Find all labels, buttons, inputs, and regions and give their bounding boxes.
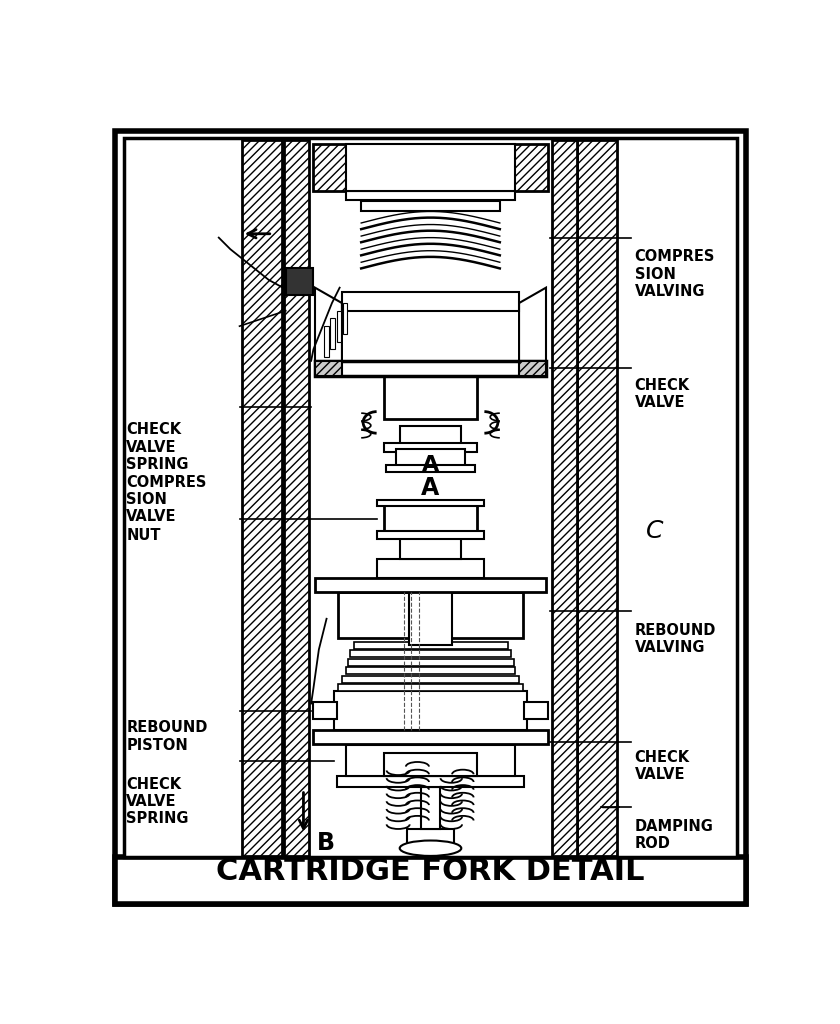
Text: DAMPING
ROD: DAMPING ROD xyxy=(634,819,713,851)
Bar xyxy=(407,829,454,848)
Polygon shape xyxy=(330,318,335,349)
Bar xyxy=(400,536,461,559)
Text: A: A xyxy=(422,476,439,501)
Polygon shape xyxy=(337,310,341,342)
Text: COMPRES
SION
VALVING: COMPRES SION VALVING xyxy=(634,249,715,299)
Bar xyxy=(385,376,477,419)
Bar xyxy=(385,443,477,453)
Bar xyxy=(242,140,282,856)
Bar xyxy=(354,642,507,649)
Bar xyxy=(286,268,312,295)
Bar xyxy=(376,500,485,506)
Bar xyxy=(376,559,485,578)
Bar xyxy=(313,730,548,743)
Polygon shape xyxy=(343,303,348,334)
Bar xyxy=(284,140,309,856)
Bar xyxy=(385,505,477,536)
Text: NUT: NUT xyxy=(126,528,160,543)
Text: CHECK
VALVE
SPRING
COMPRES
SION
VALVE: CHECK VALVE SPRING COMPRES SION VALVE xyxy=(126,423,207,524)
Bar xyxy=(313,144,549,190)
Bar xyxy=(519,360,546,376)
Bar xyxy=(376,531,485,539)
Bar xyxy=(315,578,546,592)
Text: CHECK
VALVE
SPRING: CHECK VALVE SPRING xyxy=(126,776,189,826)
Bar xyxy=(577,140,617,856)
Text: B: B xyxy=(318,830,335,854)
Bar xyxy=(346,745,515,776)
Bar xyxy=(409,585,452,645)
Bar xyxy=(346,144,515,190)
Text: CHECK
VALVE: CHECK VALVE xyxy=(634,378,690,411)
Bar xyxy=(337,776,524,786)
Text: C: C xyxy=(646,519,664,543)
Bar xyxy=(315,360,342,376)
Bar xyxy=(361,202,500,211)
Bar xyxy=(315,360,546,376)
Bar xyxy=(524,701,548,719)
Text: A: A xyxy=(422,455,439,475)
Bar xyxy=(339,684,523,691)
Bar xyxy=(400,426,461,450)
Polygon shape xyxy=(315,288,342,360)
Bar xyxy=(346,668,515,674)
Text: CARTRIDGE FORK DETAIL: CARTRIDGE FORK DETAIL xyxy=(216,857,645,886)
Bar xyxy=(348,658,514,666)
Bar xyxy=(552,140,577,856)
Text: REBOUND
PISTON: REBOUND PISTON xyxy=(126,721,207,753)
Polygon shape xyxy=(324,327,329,357)
Bar xyxy=(115,857,746,903)
Bar xyxy=(386,465,475,472)
Text: CHECK
VALVE: CHECK VALVE xyxy=(634,750,690,782)
Bar xyxy=(334,691,527,730)
Bar xyxy=(313,701,337,719)
Bar xyxy=(339,592,523,638)
Bar xyxy=(342,676,519,683)
Bar xyxy=(342,292,519,310)
Text: REBOUND
VALVING: REBOUND VALVING xyxy=(634,623,716,655)
Bar xyxy=(349,650,512,657)
Ellipse shape xyxy=(400,841,461,856)
Bar xyxy=(346,190,515,200)
Bar xyxy=(385,753,477,776)
Bar xyxy=(422,786,440,829)
Bar xyxy=(396,450,465,469)
Polygon shape xyxy=(519,288,546,360)
